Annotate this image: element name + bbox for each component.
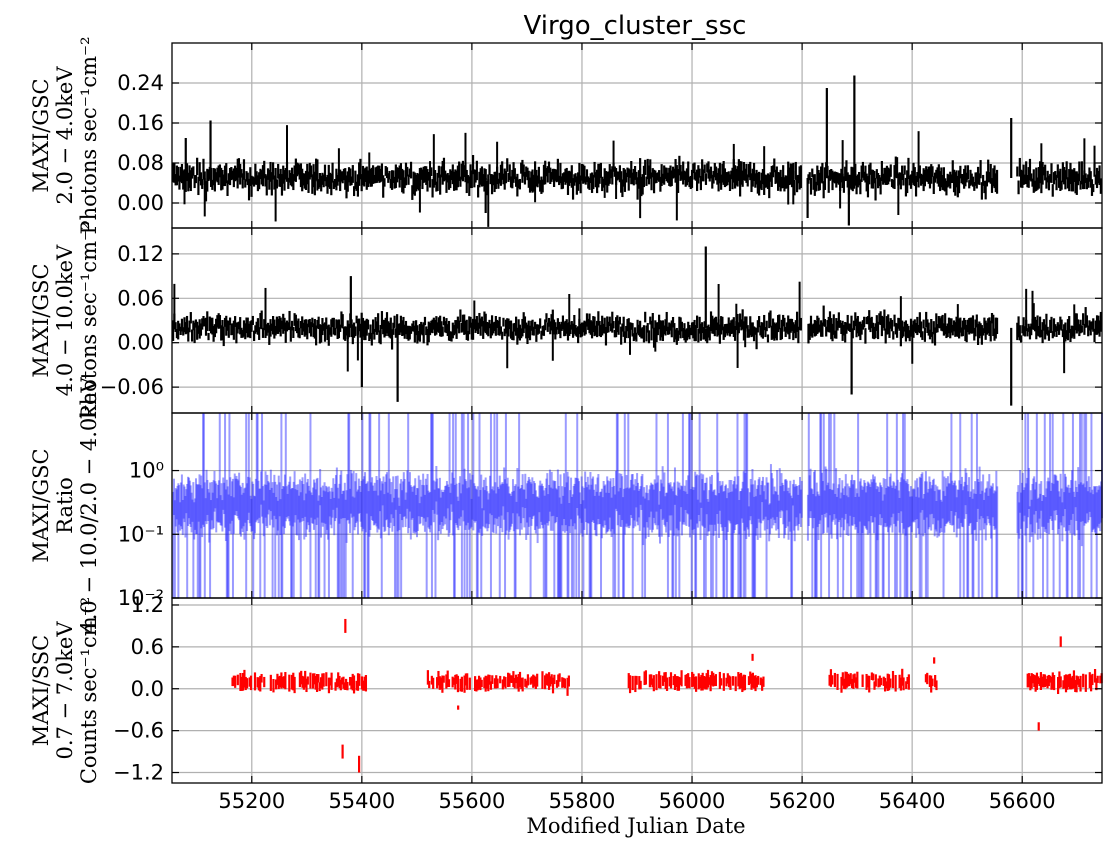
x-tick-labels: 55200 55400 55600 55800 56000 56200 56400 56600 — [218, 789, 1055, 813]
y-tick-label: 0.24 — [117, 71, 164, 95]
x-tick-label: 56600 — [989, 789, 1056, 813]
y-axis-label-line: 4.0 − 10.0keV — [53, 244, 77, 396]
panel-gsc_low: 0.00 0.08 0.16 0.24 MAXI/GSC 2.0 − 4.0keV Phot… — [29, 36, 1103, 235]
y-tick-label: 1.2 — [131, 593, 164, 617]
y-tick-label: 0.0 — [131, 677, 164, 701]
y-axis-label-line: 2.0 − 4.0keV — [53, 66, 77, 205]
y-axis-label-line: MAXI/GSC — [29, 448, 53, 562]
y-axis-label-line: MAXI/SSC — [29, 635, 53, 746]
y-axis-label-line: Ratio — [53, 477, 77, 534]
grid-gsc_high — [172, 228, 1102, 413]
chart-title: Virgo_cluster_ssc — [524, 11, 747, 41]
series-ssc — [231, 618, 1103, 773]
y-tick-label: −0.06 — [100, 375, 164, 399]
y-tick-label: 0.08 — [117, 151, 164, 175]
y-tick-label: −0.6 — [113, 719, 164, 743]
panel-ssc: −1.2 −0.6 0.0 0.6 1.2 MAXI/SSC 0.7 − 7.0keV Cou… — [29, 593, 1103, 785]
y-tick-label: 0.00 — [117, 331, 164, 355]
ticks-gsc_low: 0.00 0.08 0.16 0.24 — [117, 43, 1102, 228]
y-tick-label: 0.16 — [117, 111, 164, 135]
grid-gsc_low — [172, 43, 1102, 228]
y-axis-label-line: MAXI/GSC — [29, 263, 53, 377]
panel-ratio: 10⁻² 10⁻¹ 10⁰ MAXI/GSC Ratio 4.0 − 10.0/2.0 −… — [29, 377, 1103, 634]
y-tick-label: 10⁻² — [118, 586, 164, 610]
x-tick-label: 56000 — [659, 789, 726, 813]
series-gsc_low — [172, 75, 1102, 227]
series-gsc_high — [172, 246, 1102, 406]
y-axis-label-line: 0.7 − 7.0keV — [53, 621, 77, 760]
y-tick-label: −1.2 — [113, 761, 164, 785]
y-tick-label: 0.00 — [117, 191, 164, 215]
x-tick-label: 55200 — [218, 789, 285, 813]
x-tick-label: 55800 — [549, 789, 616, 813]
x-tick-label: 56200 — [769, 789, 836, 813]
y-tick-label: 0.12 — [117, 242, 164, 266]
y-axis-label-line: MAXI/GSC — [29, 78, 53, 192]
y-axis-label-line: Photons sec⁻¹cm⁻² — [77, 221, 101, 419]
ticks-gsc_high: −0.06 0.00 0.06 0.12 — [100, 228, 1102, 413]
x-tick-label: 55400 — [328, 789, 395, 813]
x-axis-label: Modified Julian Date — [526, 814, 745, 838]
y-tick-label: 10⁻¹ — [118, 522, 164, 546]
y-tick-label: 0.06 — [117, 286, 164, 310]
x-tick-label: 55600 — [439, 789, 506, 813]
y-axis-label-line: Photons sec⁻¹cm⁻² — [77, 36, 101, 234]
ticks-ratio: 10⁻² 10⁻¹ 10⁰ — [118, 413, 1102, 610]
grid-ssc — [172, 598, 1102, 783]
y-tick-label: 0.6 — [131, 635, 164, 659]
y-tick-label: 10⁰ — [129, 459, 164, 483]
axes-frame — [171, 597, 1103, 784]
series-ratio — [172, 413, 1103, 598]
ticks-ssc: −1.2 −0.6 0.0 0.6 1.2 — [113, 593, 1102, 785]
y-axis-label-line: Counts sec⁻¹cm⁻² — [77, 597, 101, 784]
axes-frame — [171, 42, 1103, 229]
panel-gsc_high: −0.06 0.00 0.06 0.12 MAXI/GSC 4.0 − 10.0keV Ph… — [29, 221, 1103, 420]
x-tick-label: 56400 — [879, 789, 946, 813]
y-axis-label-line: 4.0 − 10.0/2.0 − 4.0keV — [77, 377, 101, 634]
